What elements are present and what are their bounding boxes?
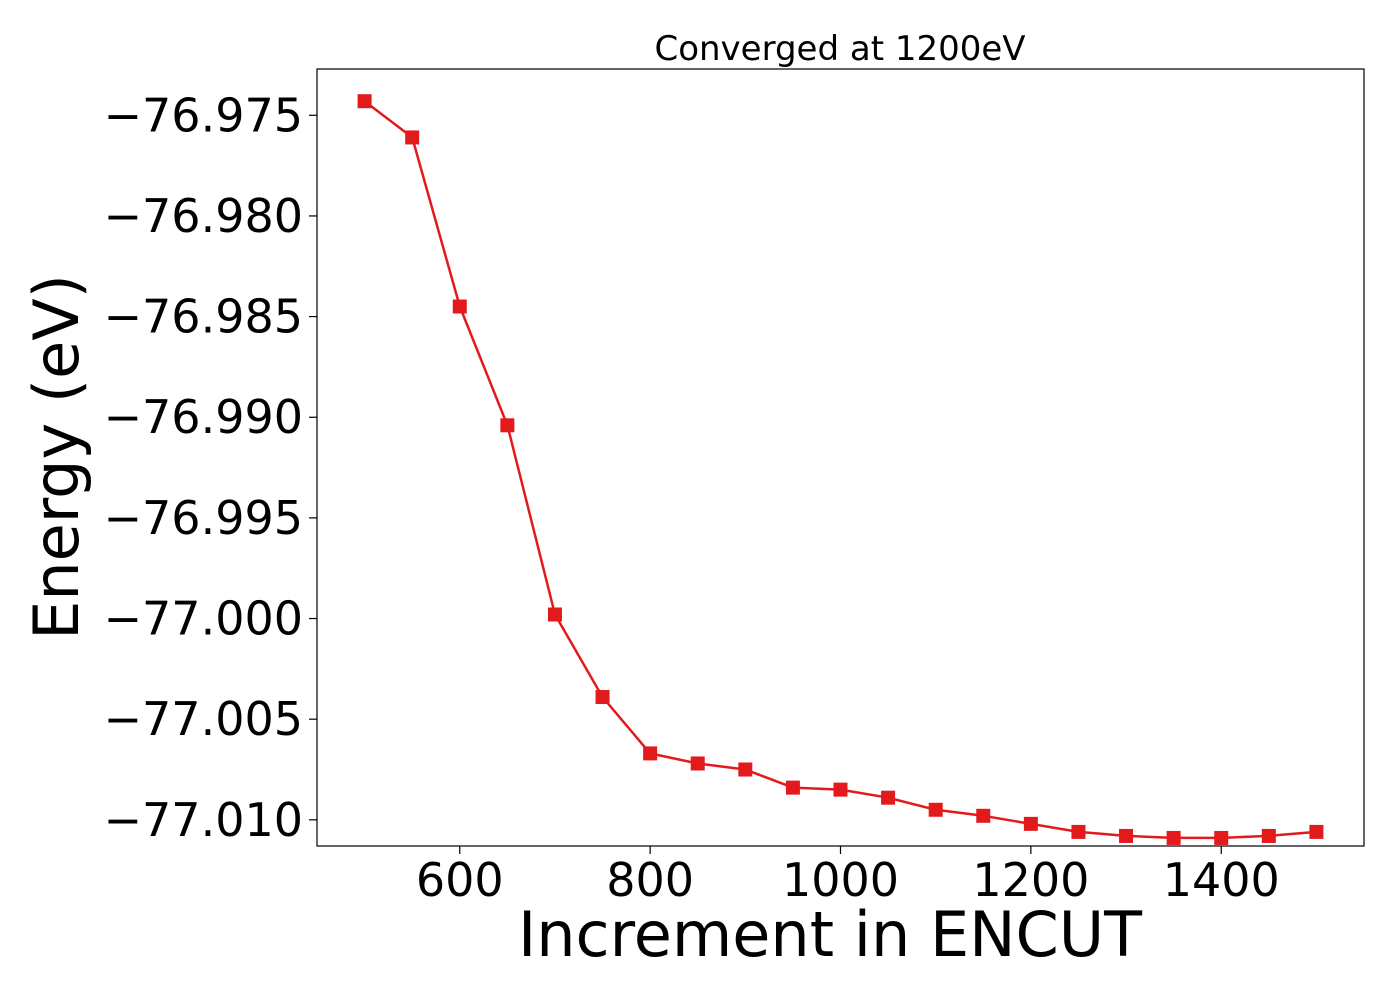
y-tick-label: −76.980 bbox=[104, 189, 304, 243]
y-tick-label: −76.995 bbox=[104, 491, 304, 545]
data-point bbox=[643, 746, 658, 761]
data-point bbox=[1166, 830, 1181, 845]
data-point bbox=[785, 780, 800, 795]
y-tick-label: −76.990 bbox=[104, 390, 304, 444]
energy-series-markers bbox=[357, 94, 1324, 845]
data-point bbox=[595, 690, 610, 705]
y-tick-label: −77.010 bbox=[104, 793, 304, 847]
x-tick-label: 1000 bbox=[782, 853, 899, 907]
energy-series-line bbox=[363, 100, 1317, 840]
data-point bbox=[738, 762, 753, 777]
y-tick-label: −77.005 bbox=[104, 692, 304, 746]
y-tick-label: −77.000 bbox=[104, 592, 304, 646]
data-point bbox=[1214, 830, 1229, 845]
data-point bbox=[833, 782, 848, 797]
data-point bbox=[881, 790, 896, 805]
x-axis-title: Increment in ENCUT bbox=[518, 898, 1143, 971]
chart-title: Converged at 1200eV bbox=[654, 29, 1025, 69]
x-tick-label: 600 bbox=[416, 853, 504, 907]
data-point bbox=[928, 802, 943, 817]
x-tick-label: 1400 bbox=[1163, 853, 1280, 907]
data-point bbox=[976, 808, 991, 823]
x-tick-label: 800 bbox=[606, 853, 694, 907]
data-point bbox=[1309, 824, 1324, 839]
data-point bbox=[452, 299, 467, 314]
data-point bbox=[690, 756, 705, 771]
y-axis-title: Energy (eV) bbox=[20, 274, 93, 640]
data-point bbox=[1119, 828, 1134, 843]
data-point bbox=[1261, 828, 1276, 843]
y-tick-label: −76.975 bbox=[104, 88, 304, 142]
x-axis: 600 800 1000 1200 1400 bbox=[416, 846, 1280, 907]
y-axis: −76.975 −76.980 −76.985 −76.990 −76.995 −77.0… bbox=[104, 88, 317, 847]
plot-area-frame bbox=[316, 68, 1365, 847]
data-point bbox=[357, 94, 372, 109]
data-point bbox=[1023, 816, 1038, 831]
data-point bbox=[1071, 824, 1086, 839]
data-point bbox=[500, 418, 515, 433]
y-tick-label: −76.985 bbox=[104, 290, 304, 344]
data-point bbox=[547, 607, 562, 622]
data-point bbox=[405, 130, 420, 145]
x-tick-label: 1200 bbox=[972, 853, 1089, 907]
